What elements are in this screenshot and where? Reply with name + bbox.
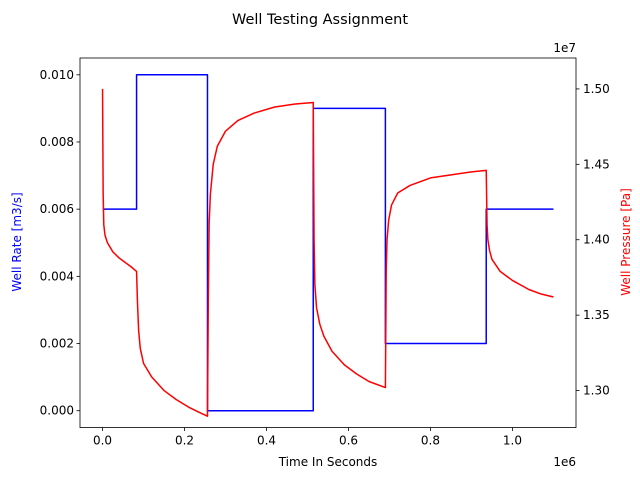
well-pressure-series-line: [101, 88, 554, 417]
y-right-tick-label: 1.35: [583, 308, 610, 322]
y-right-axis-offset-text: 1e7: [553, 41, 576, 55]
y-right-tick-label: 1.45: [583, 157, 610, 171]
x-tick-label: 0.2: [175, 434, 194, 448]
y-left-tick-label: 0.004: [40, 269, 74, 283]
y-right-tick-label: 1.50: [583, 82, 610, 96]
plot-frame: [79, 57, 577, 428]
chart-title: Well Testing Assignment: [232, 12, 408, 28]
y-left-tick-label: 0.006: [40, 202, 74, 216]
x-axis-label: Time In Seconds: [278, 455, 378, 469]
y-right-tick-label: 1.30: [583, 384, 610, 398]
y-left-tick-label: 0.008: [40, 135, 74, 149]
y-left-tick-label: 0.002: [40, 337, 74, 351]
x-axis-ticks: 0.0 0.2 0.4 0.6 0.8 1.0: [93, 427, 522, 448]
x-tick-label: 0.8: [421, 434, 440, 448]
x-tick-label: 0.0: [93, 434, 112, 448]
well-rate-series-line: [102, 74, 554, 412]
y-right-axis-ticks: 1.30 1.35 1.40 1.45 1.50: [576, 82, 610, 398]
y-left-tick-label: 0.000: [40, 404, 74, 418]
y-right-tick-label: 1.40: [583, 233, 610, 247]
x-tick-label: 0.4: [257, 434, 276, 448]
plot-area: [101, 74, 554, 417]
x-tick-label: 1.0: [503, 434, 522, 448]
y-left-axis-label: Well Rate [m3/s]: [10, 192, 24, 291]
x-tick-label: 0.6: [339, 434, 358, 448]
y-left-axis-ticks: 0.000 0.002 0.004 0.006 0.008 0.010: [40, 68, 80, 418]
y-left-tick-label: 0.010: [40, 68, 74, 82]
x-axis-offset-text: 1e6: [553, 455, 576, 469]
y-right-axis-label: Well Pressure [Pa]: [619, 188, 633, 296]
